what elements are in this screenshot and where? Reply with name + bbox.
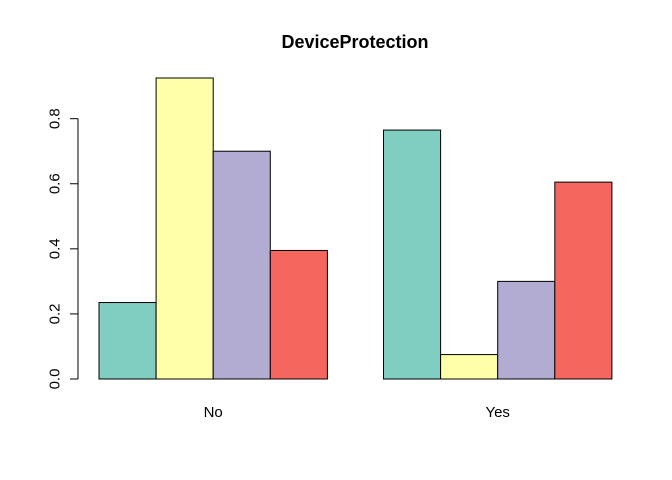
y-tick-label: 0.0 xyxy=(46,369,63,390)
x-category-label: No xyxy=(204,404,223,421)
bar-no-1 xyxy=(98,302,157,380)
y-tick-label: 0.6 xyxy=(46,173,63,194)
y-tick-label: 0.4 xyxy=(46,238,63,259)
y-axis: 0.0 0.2 0.4 0.6 0.8 xyxy=(46,108,79,390)
bar-yes-4 xyxy=(554,181,613,380)
bar-no-2 xyxy=(155,77,214,380)
bar-no-4 xyxy=(269,249,328,380)
bar-yes-1 xyxy=(383,129,442,380)
bar-yes-3 xyxy=(497,280,556,380)
chart-title: DeviceProtection xyxy=(281,32,428,52)
bar-yes-2 xyxy=(440,354,499,380)
y-tick-label: 0.8 xyxy=(46,108,63,129)
x-category-label: Yes xyxy=(485,404,509,421)
bar-no-3 xyxy=(212,150,271,380)
bars-group xyxy=(98,77,613,380)
x-axis-labels: No Yes xyxy=(204,404,510,421)
y-tick-label: 0.2 xyxy=(46,303,63,324)
